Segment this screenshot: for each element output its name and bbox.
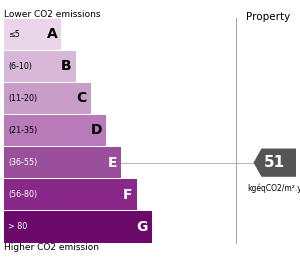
Text: ≤5: ≤5: [8, 30, 20, 38]
Text: D: D: [91, 124, 102, 138]
Bar: [4, 211, 152, 243]
Text: kgéqCO2/m².y: kgéqCO2/m².y: [248, 184, 300, 193]
Text: (6-10): (6-10): [8, 62, 32, 71]
Text: F: F: [123, 188, 133, 202]
Text: (21-35): (21-35): [8, 126, 37, 135]
Text: C: C: [77, 91, 87, 105]
Bar: [4, 51, 76, 82]
Text: Lower CO2 emissions: Lower CO2 emissions: [4, 10, 101, 19]
Text: (56-80): (56-80): [8, 190, 37, 199]
Bar: [4, 115, 106, 146]
Bar: [4, 18, 61, 50]
Bar: [4, 147, 122, 178]
Text: B: B: [61, 59, 72, 73]
Text: 51: 51: [264, 155, 285, 170]
Text: > 80: > 80: [8, 222, 27, 231]
Text: Higher CO2 emission: Higher CO2 emission: [4, 243, 99, 252]
Bar: [4, 179, 137, 210]
Text: E: E: [108, 156, 118, 170]
Polygon shape: [254, 148, 296, 177]
Text: A: A: [46, 27, 57, 41]
Text: (36-55): (36-55): [8, 158, 37, 167]
Text: Property: Property: [246, 12, 290, 22]
Bar: [4, 83, 91, 114]
Text: G: G: [137, 220, 148, 234]
Text: (11-20): (11-20): [8, 94, 37, 103]
